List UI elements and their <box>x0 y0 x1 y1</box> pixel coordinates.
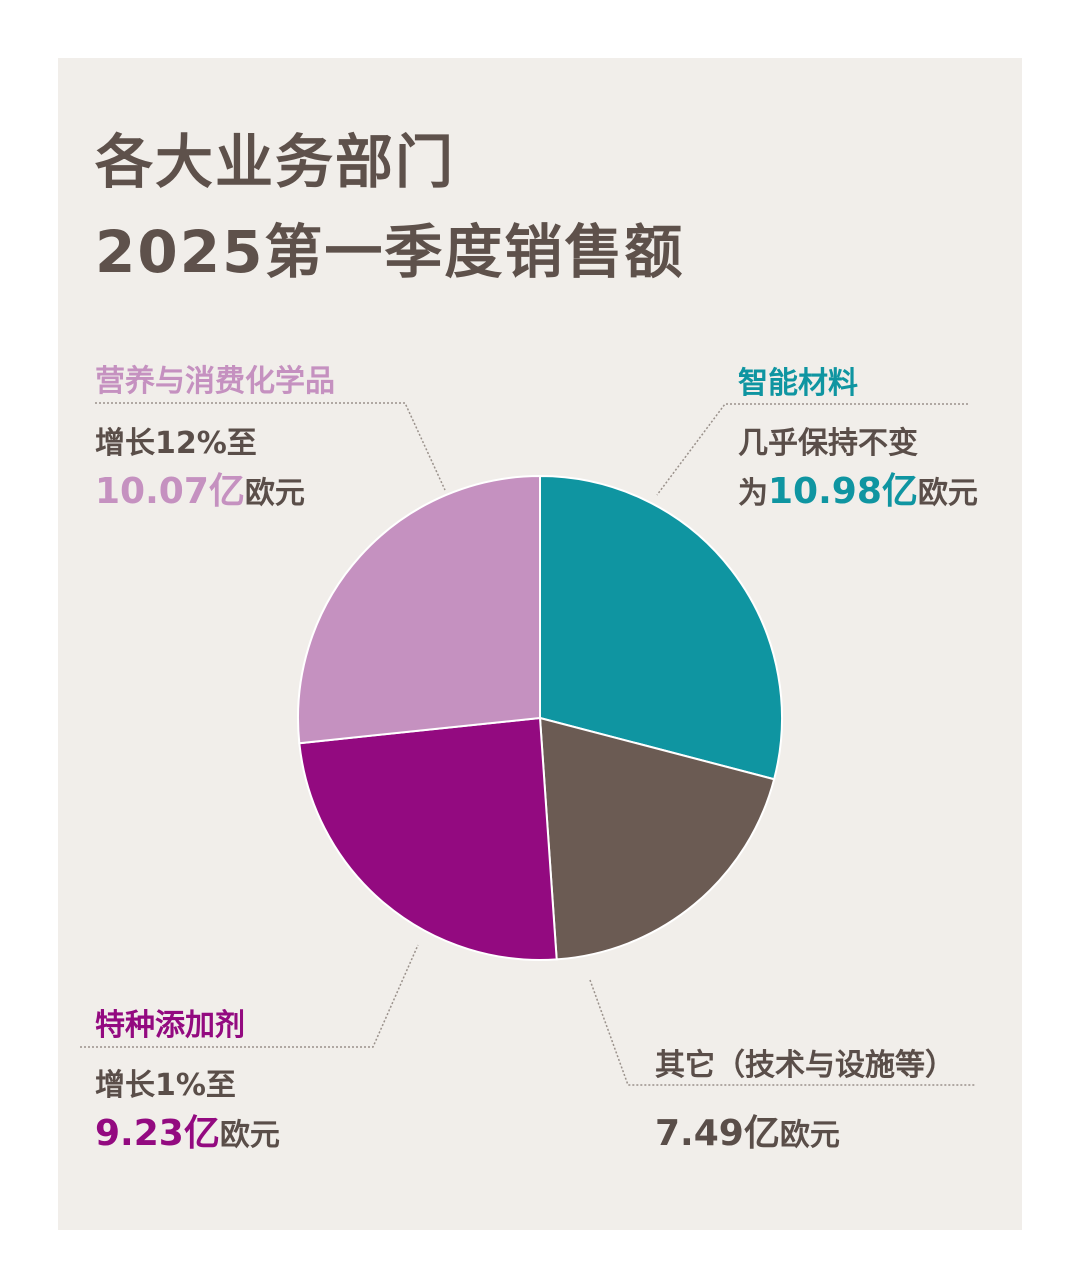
nutrition-value-number: 10.07亿 <box>95 471 245 512</box>
pie-slice-nutrition <box>297 474 541 745</box>
label-other-name: 其它（技术与设施等） <box>655 1048 955 1083</box>
pie-slice-smart-materials <box>539 474 783 781</box>
smart-materials-prefix: 为 <box>738 476 768 511</box>
leader-line-other <box>589 979 975 1086</box>
label-other-value: 7.49亿欧元 <box>655 1104 840 1156</box>
pie-slice-specialty-additives <box>298 716 558 961</box>
leader-line-smart-materials <box>656 403 968 496</box>
other-value-unit: 欧元 <box>779 1118 840 1153</box>
specialty-additives-value-number: 9.23亿 <box>95 1113 220 1154</box>
label-nutrition-value: 10.07亿欧元 <box>95 462 305 514</box>
label-smart-materials-value: 为10.98亿欧元 <box>738 462 978 514</box>
chart-title-line2: 2025第一季度销售额 <box>95 218 685 286</box>
pie-slice-other <box>538 716 776 961</box>
label-smart-materials-desc: 几乎保持不变 <box>738 426 918 461</box>
chart-title-line1: 各大业务部门 <box>95 128 456 196</box>
label-specialty-additives-value: 9.23亿欧元 <box>95 1104 280 1156</box>
label-nutrition-desc: 增长12%至 <box>95 426 257 461</box>
leader-line-specialty-additives <box>80 944 419 1048</box>
smart-materials-value-number: 10.98亿 <box>768 471 918 512</box>
label-nutrition-name: 营养与消费化学品 <box>95 364 335 399</box>
leader-line-nutrition <box>95 402 446 491</box>
nutrition-value-unit: 欧元 <box>244 476 305 511</box>
label-specialty-additives-name: 特种添加剂 <box>95 1008 245 1043</box>
label-specialty-additives-desc: 增长1%至 <box>95 1068 236 1103</box>
label-smart-materials-name: 智能材料 <box>738 366 858 401</box>
smart-materials-value-unit: 欧元 <box>917 476 978 511</box>
other-value-number: 7.49亿 <box>655 1113 780 1154</box>
specialty-additives-value-unit: 欧元 <box>219 1118 280 1153</box>
